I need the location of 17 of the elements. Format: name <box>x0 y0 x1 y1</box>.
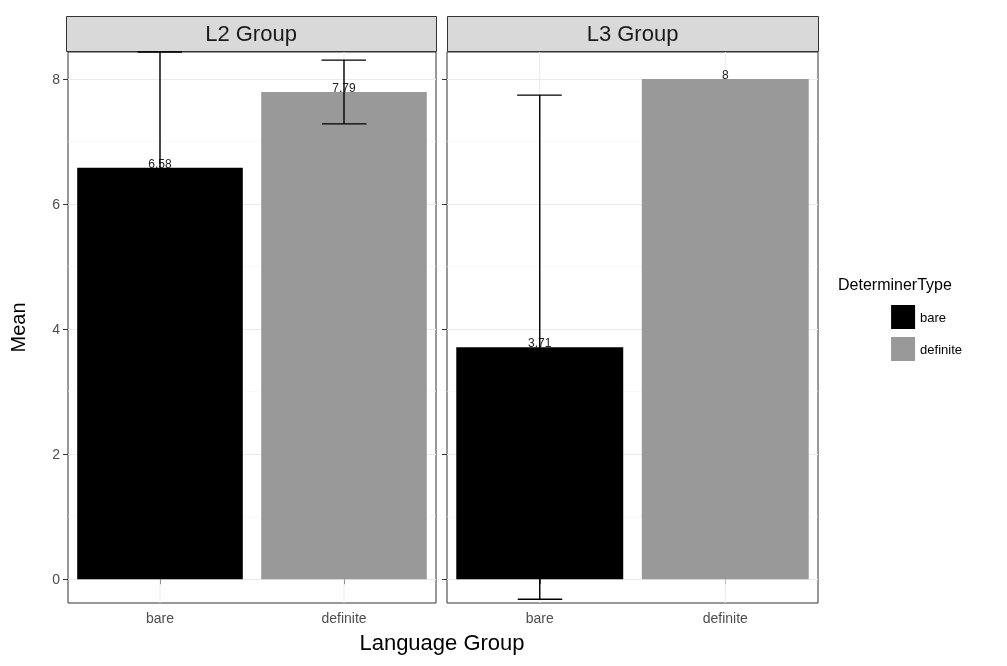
chart-title: L3 Group <box>586 20 679 46</box>
y-tick-label: 6 <box>52 195 61 212</box>
y-tick-label: 2 <box>52 446 61 463</box>
x-tick-label: bare <box>525 610 554 626</box>
x-axis-title: Language Group <box>358 630 526 656</box>
legend-label: bare <box>920 309 947 325</box>
y-tick-label: 0 <box>52 571 61 588</box>
legend-label: definite <box>920 341 962 357</box>
x-tick-label: definite <box>321 610 367 626</box>
x-tick-label: bare <box>145 610 175 626</box>
y-axis-title: Mean <box>7 302 29 353</box>
chart-title: L2 Group <box>205 20 297 46</box>
x-tick-label: definite <box>702 610 749 626</box>
data-label: 8 <box>721 67 729 82</box>
y-tick-label: 8 <box>52 70 61 87</box>
legend-title: DeterminerType <box>838 275 952 293</box>
y-tick-label: 4 <box>52 321 61 338</box>
